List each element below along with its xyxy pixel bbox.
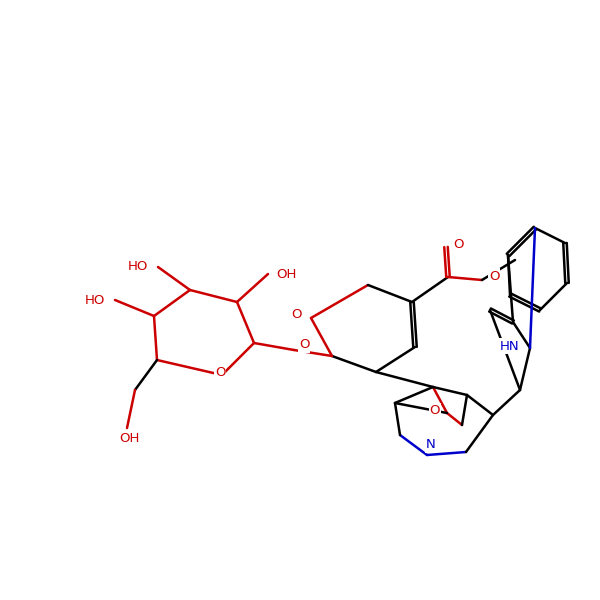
Text: N: N — [426, 439, 436, 451]
Text: HN: HN — [500, 340, 520, 352]
Text: O: O — [430, 404, 440, 418]
Text: HO: HO — [128, 260, 148, 274]
Text: OH: OH — [119, 431, 139, 445]
Text: O: O — [215, 367, 225, 379]
Text: HO: HO — [85, 293, 105, 307]
Text: OH: OH — [276, 268, 296, 280]
Text: O: O — [299, 338, 309, 352]
Text: O: O — [292, 307, 302, 320]
Text: O: O — [489, 269, 499, 283]
Text: O: O — [453, 238, 463, 251]
